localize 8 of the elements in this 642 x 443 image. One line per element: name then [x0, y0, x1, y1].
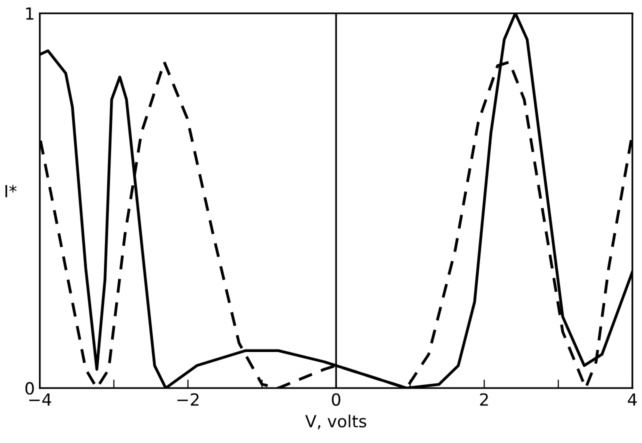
- x-tick-label: 0: [332, 393, 340, 406]
- y-axis-title: I*: [5, 184, 17, 198]
- x-tick-label: −2: [177, 393, 199, 406]
- y-tick-label: 1: [26, 7, 34, 20]
- x-axis-title: V, volts: [305, 414, 366, 430]
- x-tick-label: 2: [480, 393, 488, 406]
- x-tick-label: 4: [628, 393, 637, 406]
- x-tick-label: −4: [29, 393, 52, 406]
